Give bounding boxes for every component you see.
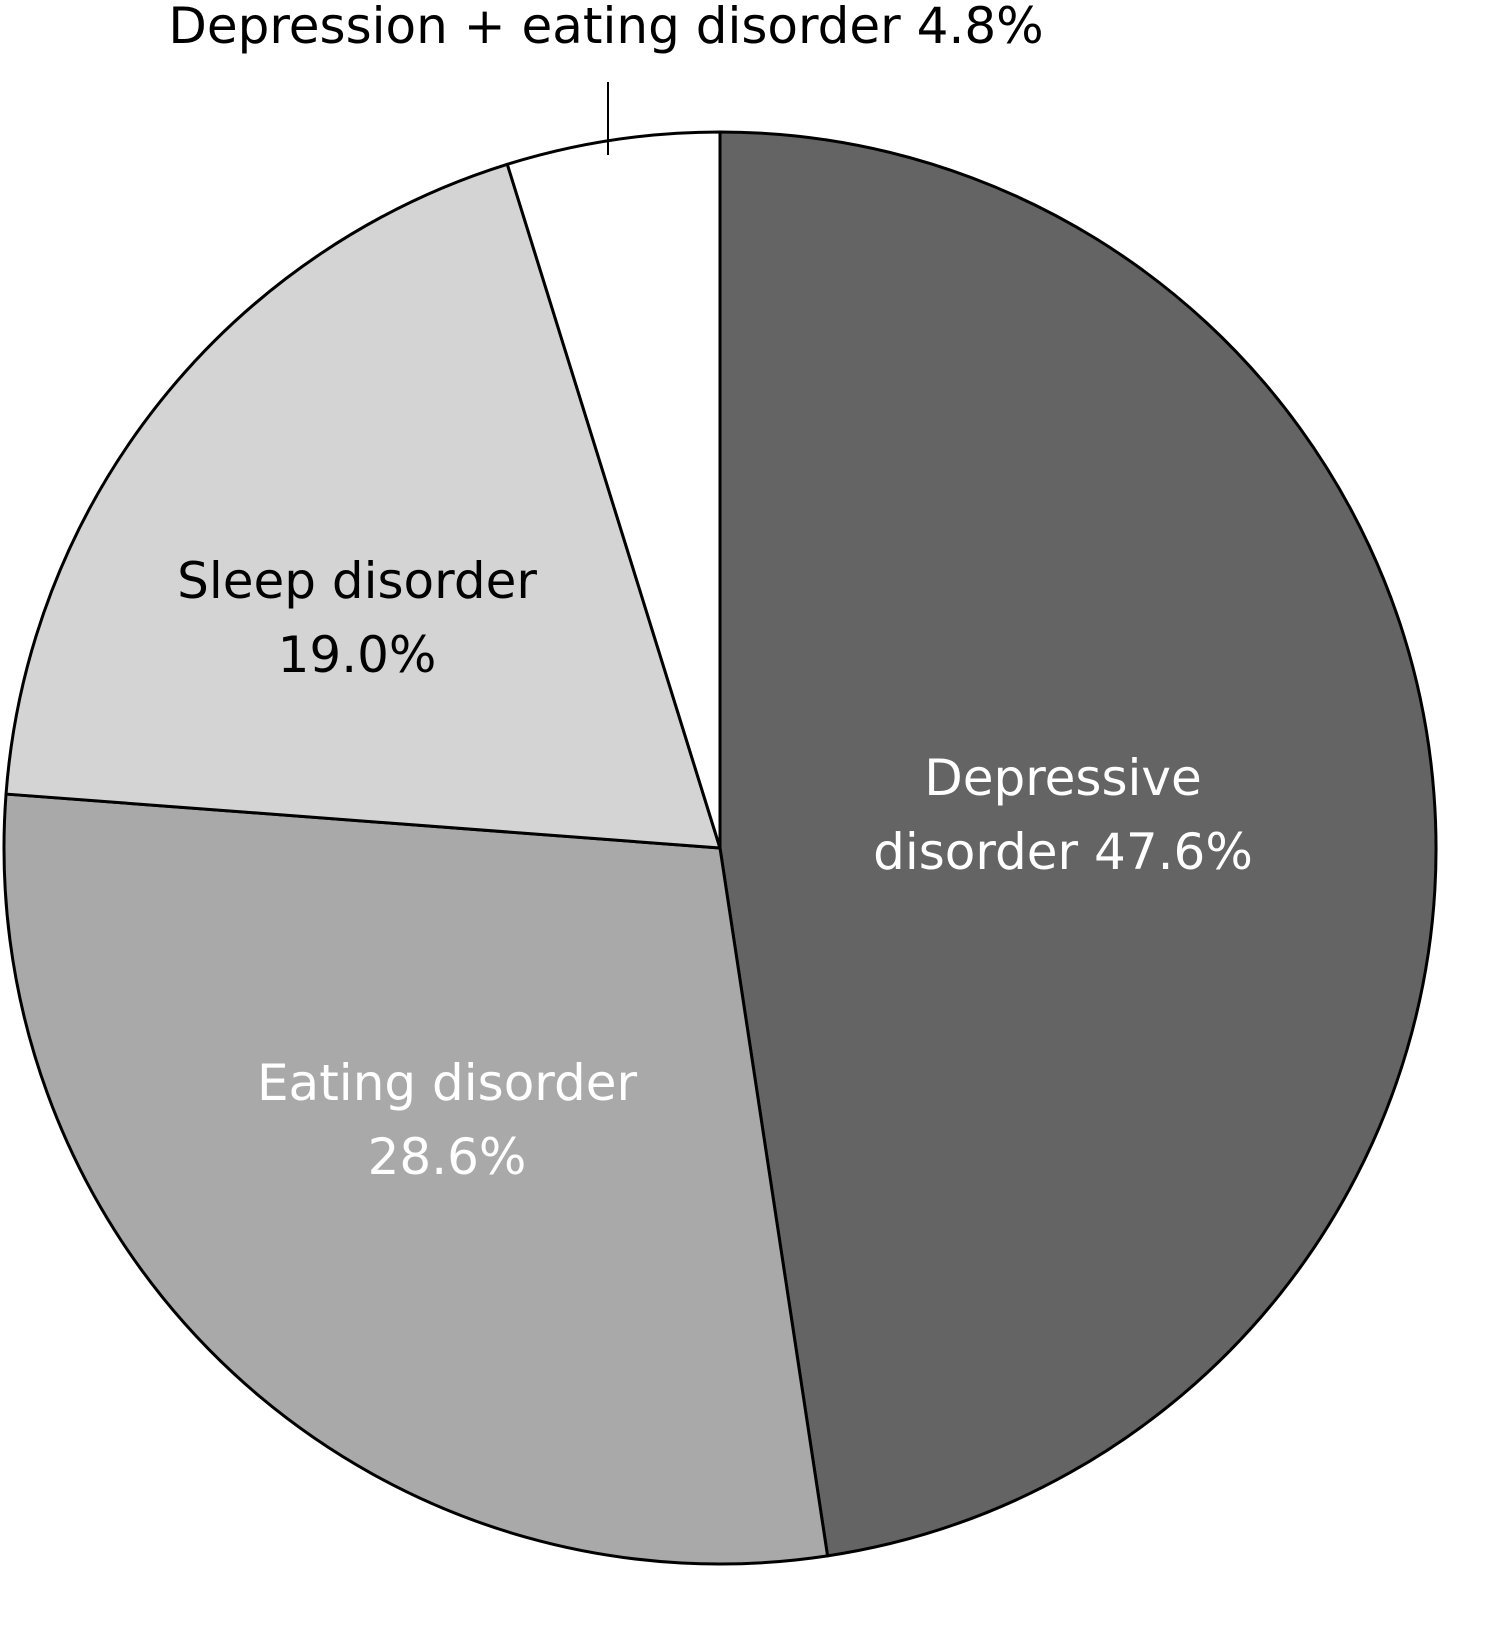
value-label: 4.8%	[916, 0, 1044, 55]
value-label: 47.6%	[1094, 823, 1253, 881]
value-label: 19.0%	[277, 626, 437, 684]
category-label: Sleep disorder	[177, 552, 537, 610]
pie-slice	[4, 162, 722, 850]
pie-slice	[2, 792, 830, 1566]
category-label: Depressive disorder	[873, 749, 1202, 881]
value-label: 28.6%	[367, 1128, 527, 1186]
slice-label: Depressive disorder 47.6%	[843, 741, 1283, 889]
pie-slice	[505, 130, 722, 850]
slice-label: Eating disorder 28.6%	[217, 1046, 677, 1194]
pie-slice	[718, 130, 1438, 1558]
category-label: Eating disorder	[256, 1054, 638, 1112]
slice-label: Sleep disorder 19.0%	[147, 544, 567, 692]
category-label: Depression + eating disorder	[168, 0, 901, 55]
slice-label: Depression + eating disorder 4.8%	[106, 0, 1106, 63]
